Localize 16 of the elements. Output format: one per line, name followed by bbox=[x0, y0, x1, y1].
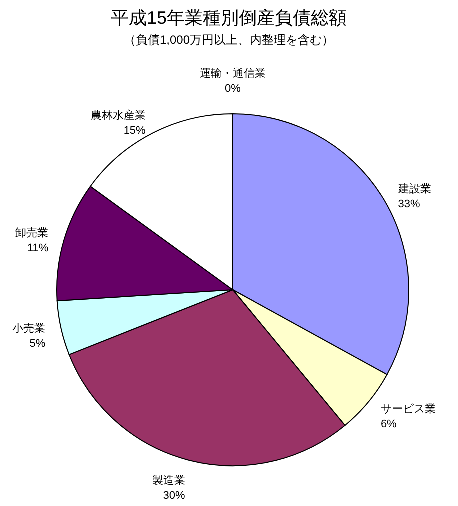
slice-label: 製造業 bbox=[152, 474, 186, 487]
chart-subtitle: （負債1,000万円以上、内整理を含む） bbox=[124, 33, 334, 47]
data-label: 6% bbox=[380, 418, 398, 430]
data-label: 11% bbox=[27, 242, 49, 254]
slice-label: 農林水産業 bbox=[90, 108, 146, 122]
slice-label: サービス業 bbox=[380, 403, 436, 416]
category-label: 運輸・通信業 bbox=[200, 68, 266, 80]
data-label: 33% bbox=[398, 198, 420, 210]
data-label: 15% bbox=[124, 124, 146, 137]
data-label: 30% bbox=[163, 490, 186, 502]
text: 0% bbox=[225, 83, 241, 95]
data-label: 5% bbox=[30, 338, 46, 350]
chart-title: 平成15年業種別倒産負債総額 bbox=[110, 8, 348, 28]
slice-label: 卸売業 bbox=[16, 226, 49, 240]
slice-label: 建設業 bbox=[397, 182, 432, 196]
slice-label: 小売業 bbox=[12, 322, 46, 335]
